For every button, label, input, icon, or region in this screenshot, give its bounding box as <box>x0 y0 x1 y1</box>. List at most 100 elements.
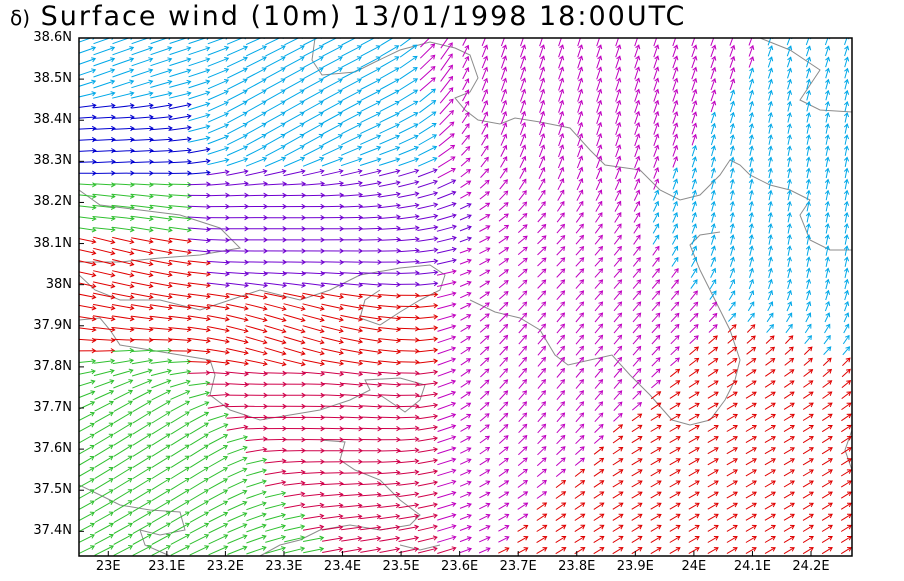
wind-arrow <box>460 157 471 167</box>
wind-arrow <box>321 371 345 377</box>
wind-arrow <box>459 269 472 276</box>
wind-arrow <box>188 315 211 322</box>
wind-arrow <box>517 513 529 521</box>
wind-arrow <box>93 348 116 354</box>
wind-arrow <box>748 145 754 156</box>
wind-arrow <box>710 55 717 69</box>
wind-arrow <box>479 480 491 488</box>
wind-arrow <box>303 535 325 542</box>
wind-arrow <box>518 312 528 323</box>
wind-arrow <box>517 536 529 543</box>
wind-arrow <box>575 378 584 389</box>
y-tick-label: 38.4N <box>33 112 72 128</box>
wind-arrow <box>767 145 773 156</box>
wind-arrow <box>321 481 344 487</box>
wind-arrow <box>303 111 324 124</box>
wind-arrow <box>378 469 401 476</box>
wind-arrow <box>767 245 773 256</box>
wind-arrow <box>786 134 792 145</box>
wind-arrow <box>729 211 735 223</box>
wind-arrow <box>149 114 173 120</box>
wind-arrow <box>499 179 508 190</box>
wind-arrow <box>688 480 700 488</box>
wind-arrow <box>479 502 491 510</box>
wind-arrow <box>688 402 700 410</box>
wind-arrow <box>764 547 776 555</box>
wind-arrow <box>340 270 364 277</box>
wind-arrow <box>303 56 324 68</box>
wind-arrow <box>596 77 603 91</box>
wind-arrow <box>672 212 678 223</box>
wind-arrow <box>437 501 457 510</box>
wind-arrow <box>710 211 716 223</box>
wind-arrow <box>436 258 457 265</box>
wind-arrow <box>783 524 795 532</box>
wind-arrow <box>843 112 850 123</box>
wind-arrow <box>498 435 509 444</box>
wind-arrow <box>499 345 509 356</box>
wind-arrow <box>170 489 190 502</box>
wind-arrow <box>841 447 852 455</box>
wind-arrow <box>634 66 641 80</box>
wind-arrow <box>265 100 286 113</box>
wind-arrow <box>631 424 643 433</box>
wind-arrow <box>824 38 831 46</box>
wind-arrow <box>840 458 852 466</box>
wind-arrow <box>112 57 135 67</box>
wind-arrow <box>150 293 173 300</box>
wind-arrow <box>420 38 431 48</box>
wind-arrow <box>726 469 738 477</box>
wind-arrow <box>207 146 230 155</box>
wind-arrow <box>94 489 114 501</box>
wind-arrow <box>766 323 775 333</box>
wind-arrow <box>79 444 95 455</box>
wind-arrow <box>480 357 490 367</box>
wind-arrow <box>226 45 249 57</box>
x-tick-label: 23.5E <box>382 559 420 574</box>
wind-arrow <box>227 456 248 467</box>
wind-arrow <box>398 145 419 156</box>
wind-arrow <box>632 256 641 267</box>
wind-arrow <box>378 191 401 198</box>
wind-arrow <box>558 88 565 102</box>
wind-arrow <box>498 258 510 266</box>
wind-arrow <box>576 166 584 180</box>
wind-arrow <box>669 469 681 477</box>
wind-arrow <box>417 480 439 487</box>
panel-letter: δ) <box>10 6 31 30</box>
wind-arrow <box>500 133 508 146</box>
wind-arrow <box>688 357 700 366</box>
wind-arrow <box>537 312 547 323</box>
wind-arrow <box>169 147 192 153</box>
wind-arrow <box>726 480 738 488</box>
wind-arrow <box>112 304 135 311</box>
wind-arrow <box>670 290 680 300</box>
wind-arrow <box>786 189 792 201</box>
wind-arrow <box>131 79 154 89</box>
wind-arrow <box>284 133 305 146</box>
wind-arrow <box>459 525 472 531</box>
wind-arrow <box>594 367 603 378</box>
wind-arrow <box>729 78 736 90</box>
wind-arrow <box>498 469 510 477</box>
wind-arrow <box>321 403 345 410</box>
wind-arrow <box>438 121 455 136</box>
wind-arrow <box>150 102 173 109</box>
wind-arrow <box>786 301 793 312</box>
wind-arrow <box>691 122 698 135</box>
wind-arrow <box>417 292 439 298</box>
wind-arrow <box>518 367 528 378</box>
wind-arrow <box>246 111 267 124</box>
wind-arrow <box>113 444 133 457</box>
wind-arrow <box>575 390 584 401</box>
wind-arrow <box>613 301 623 312</box>
wind-arrow <box>537 189 546 201</box>
wind-arrow <box>726 547 738 555</box>
wind-arrow <box>805 167 811 179</box>
wind-arrow <box>518 356 528 367</box>
wind-arrow <box>303 89 324 102</box>
wind-arrow <box>437 479 457 488</box>
wind-arrow <box>169 248 192 255</box>
wind-arrow <box>785 323 793 334</box>
wind-arrow <box>843 100 850 112</box>
